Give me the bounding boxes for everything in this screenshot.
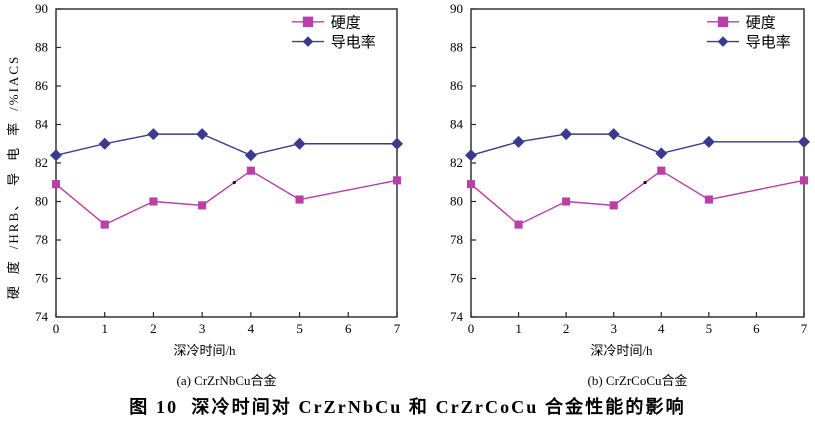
svg-text:3: 3: [199, 321, 206, 336]
svg-text:7: 7: [801, 321, 808, 336]
svg-text:80: 80: [35, 194, 48, 209]
svg-text:导电率: 导电率: [746, 34, 791, 51]
svg-text:6: 6: [753, 321, 760, 336]
svg-text:90: 90: [450, 1, 463, 16]
svg-text:78: 78: [35, 232, 48, 247]
svg-text:1: 1: [101, 321, 108, 336]
svg-text:84: 84: [450, 117, 464, 132]
svg-text:5: 5: [706, 321, 713, 336]
svg-text:4: 4: [248, 321, 255, 336]
svg-text:82: 82: [35, 155, 48, 170]
svg-text:74: 74: [450, 309, 464, 324]
svg-text:硬度: 硬度: [331, 14, 361, 31]
svg-text:90: 90: [35, 1, 48, 16]
svg-text:6: 6: [345, 321, 352, 336]
svg-text:5: 5: [296, 321, 303, 336]
svg-text:2: 2: [563, 321, 570, 336]
svg-text:88: 88: [450, 40, 463, 55]
svg-text:3: 3: [610, 321, 617, 336]
svg-text:88: 88: [35, 40, 48, 55]
svg-text:0: 0: [468, 321, 475, 336]
svg-text:0: 0: [53, 321, 60, 336]
svg-text:86: 86: [450, 78, 464, 93]
svg-text:1: 1: [515, 321, 522, 336]
svg-text:74: 74: [35, 309, 49, 324]
svg-text:76: 76: [35, 271, 49, 286]
svg-text:硬度: 硬度: [746, 14, 776, 31]
svg-text:7: 7: [394, 321, 401, 336]
svg-text:76: 76: [450, 271, 464, 286]
svg-text:2: 2: [150, 321, 157, 336]
svg-text:4: 4: [658, 321, 665, 336]
svg-text:80: 80: [450, 194, 463, 209]
svg-text:导电率: 导电率: [331, 34, 376, 51]
svg-text:78: 78: [450, 232, 463, 247]
svg-text:86: 86: [35, 78, 49, 93]
svg-text:84: 84: [35, 117, 49, 132]
svg-text:82: 82: [450, 155, 463, 170]
